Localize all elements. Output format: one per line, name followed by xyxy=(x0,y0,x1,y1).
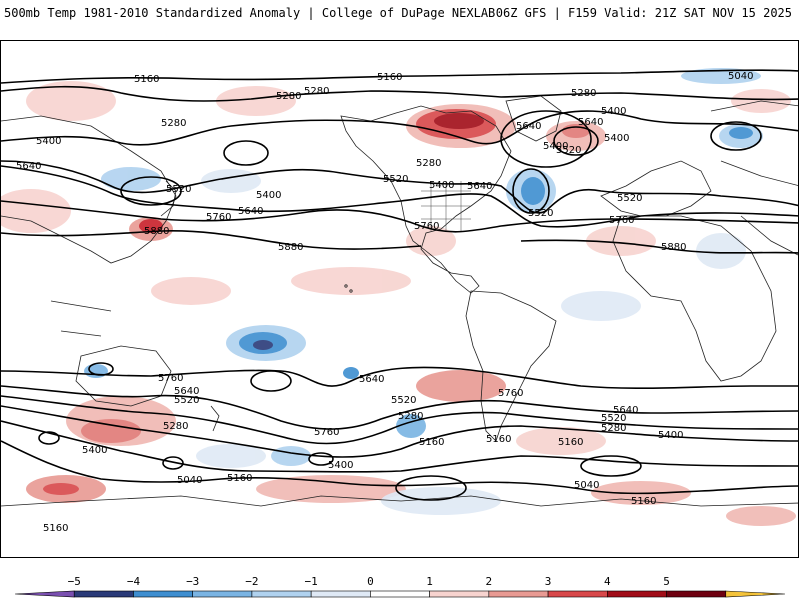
contour-label: 5640 xyxy=(359,374,384,385)
contour-label: 5760 xyxy=(158,373,183,384)
contour-label: 5160 xyxy=(377,72,402,83)
contour-label: 5760 xyxy=(314,427,339,438)
colorbar-swatch xyxy=(14,590,75,598)
colorbar-label: 1 xyxy=(426,575,433,588)
contour-label: 5400 xyxy=(82,445,107,456)
contour-label: 5640 xyxy=(174,386,199,397)
contour-label: 5280 xyxy=(398,411,423,422)
contour-label: 5280 xyxy=(416,158,441,169)
contour-label: 5640 xyxy=(613,405,638,416)
contour-label: 5880 xyxy=(144,226,169,237)
colorbar-swatch xyxy=(666,590,727,598)
contour-labels: 5160 5160 5040 5280 5280 5280 5400 5400 … xyxy=(16,71,753,534)
colorbar-swatch xyxy=(429,590,490,598)
colorbar-swatch xyxy=(133,590,193,598)
contour-label: 5400 xyxy=(604,133,629,144)
contour-label: 5520 xyxy=(391,395,416,406)
contour-label: 5400 xyxy=(328,460,353,471)
contour-label: 5640 xyxy=(516,121,541,132)
contour-label: 5040 xyxy=(728,71,753,82)
cold-anomaly-shading xyxy=(84,68,763,515)
contour-label: 5400 xyxy=(601,106,626,117)
contour-label: 5520 xyxy=(601,413,626,424)
height-contours xyxy=(1,69,798,501)
contour-label: 5280 xyxy=(161,118,186,129)
contour-label: 5880 xyxy=(661,242,686,253)
colorbar-swatch xyxy=(725,590,786,598)
contour-label: 5400 xyxy=(429,180,454,191)
contour-label: 5760 xyxy=(414,221,439,232)
chart-title: 500mb Temp 1981-2010 Standardized Anomal… xyxy=(4,6,496,20)
contour-label: 5280 xyxy=(601,423,626,434)
contour-label: 5040 xyxy=(574,480,599,491)
contour-label: 5040 xyxy=(177,475,202,486)
contour-label: 5640 xyxy=(578,117,603,128)
contour-label: 5160 xyxy=(486,434,511,445)
contour-label: 5520 xyxy=(383,174,408,185)
colorbar-label: −4 xyxy=(126,575,141,588)
contour-label: 5520 xyxy=(166,184,191,195)
colorbar: −5 −4 −3 −2 −1 0 1 2 3 4 5 xyxy=(0,575,800,600)
colorbar-label: −1 xyxy=(304,575,318,588)
contour-label: 5520 xyxy=(556,145,581,156)
contour-label: 5640 xyxy=(16,161,41,172)
contour-label: 5280 xyxy=(276,91,301,102)
colorbar-label: 4 xyxy=(603,575,611,588)
contour-label: 5280 xyxy=(163,421,188,432)
contour-label: 5400 xyxy=(256,190,281,201)
contour-label: 5160 xyxy=(43,523,68,534)
contour-label: 5400 xyxy=(543,141,568,152)
colorbar-label: −5 xyxy=(67,575,81,588)
contour-label: 5160 xyxy=(134,74,159,85)
colorbar-swatch xyxy=(607,590,667,598)
colorbar-swatch xyxy=(192,590,253,598)
colorbar-swatch xyxy=(310,590,371,598)
colorbar-label: 5 xyxy=(663,575,670,588)
contour-label: 5160 xyxy=(227,473,252,484)
colorbar-swatches xyxy=(14,590,786,598)
colorbar-label: −2 xyxy=(245,575,259,588)
colorbar-swatch xyxy=(488,590,549,598)
contour-label: 5280 xyxy=(304,86,329,97)
colorbar-swatch xyxy=(547,590,608,598)
contour-label: 5880 xyxy=(278,242,303,253)
contour-label: 5160 xyxy=(558,437,583,448)
contour-label: 5520 xyxy=(617,193,642,204)
colorbar-label: −3 xyxy=(186,575,200,588)
contour-label: 5760 xyxy=(609,215,634,226)
contour-label: 5400 xyxy=(658,430,683,441)
contour-label: 5640 xyxy=(238,206,263,217)
contour-label: 5400 xyxy=(36,136,61,147)
colorbar-swatch xyxy=(73,590,134,598)
contour-label: 5160 xyxy=(419,437,444,448)
country-borders xyxy=(421,181,471,231)
colorbar-label: 0 xyxy=(367,575,374,588)
colorbar-label: 2 xyxy=(485,575,493,588)
map-svg: 5160 5160 5040 5280 5280 5280 5400 5400 … xyxy=(1,68,798,534)
model-run-info: 06Z GFS | F159 Valid: 21Z SAT NOV 15 202… xyxy=(495,6,792,20)
warm-anomaly-shading xyxy=(1,81,796,526)
colorbar-svg xyxy=(14,590,786,598)
contour-label: 5760 xyxy=(498,388,523,399)
contour-label: 5520 xyxy=(528,208,553,219)
contour-label: 5640 xyxy=(467,181,492,192)
colorbar-label: 3 xyxy=(544,575,552,588)
colorbar-swatch xyxy=(370,590,430,598)
colorbar-swatch xyxy=(251,590,312,598)
contour-label: 5760 xyxy=(206,212,231,223)
map-panel: 5160 5160 5040 5280 5280 5280 5400 5400 … xyxy=(0,40,799,558)
contour-label: 5520 xyxy=(174,395,199,406)
contour-label: 5160 xyxy=(631,496,656,507)
contour-label: 5280 xyxy=(571,88,596,99)
